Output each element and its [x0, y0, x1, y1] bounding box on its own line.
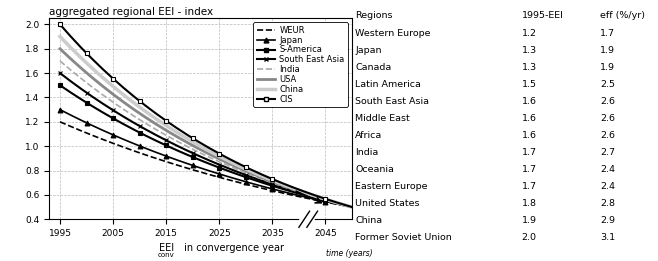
- Text: Oceania: Oceania: [355, 165, 394, 174]
- Text: 1.2: 1.2: [522, 28, 536, 38]
- Text: 3.1: 3.1: [600, 233, 615, 242]
- Text: India: India: [355, 148, 378, 157]
- Text: Western Europe: Western Europe: [355, 28, 430, 38]
- Text: 1.9: 1.9: [600, 63, 615, 72]
- Text: South East Asia: South East Asia: [355, 97, 429, 106]
- Text: 1.6: 1.6: [522, 114, 536, 123]
- Text: in convergence year: in convergence year: [181, 243, 284, 253]
- Text: 2.5: 2.5: [600, 80, 615, 89]
- Text: 1.9: 1.9: [522, 216, 536, 225]
- Text: 1.6: 1.6: [522, 97, 536, 106]
- Text: Former Soviet Union: Former Soviet Union: [355, 233, 452, 242]
- Text: 2.6: 2.6: [600, 97, 615, 106]
- Text: 2.6: 2.6: [600, 114, 615, 123]
- Text: Middle East: Middle East: [355, 114, 410, 123]
- Text: 1.5: 1.5: [522, 80, 536, 89]
- Text: 2.9: 2.9: [600, 216, 615, 225]
- Text: 1.3: 1.3: [522, 63, 537, 72]
- Legend: WEUR, Japan, S-America, South East Asia, India, USA, China, CIS: WEUR, Japan, S-America, South East Asia,…: [253, 22, 348, 107]
- Text: 1.3: 1.3: [522, 46, 537, 55]
- Text: 1.7: 1.7: [522, 148, 536, 157]
- Text: conv: conv: [158, 252, 174, 258]
- Text: 2.6: 2.6: [600, 131, 615, 140]
- Text: 1.7: 1.7: [600, 28, 615, 38]
- Text: Canada: Canada: [355, 63, 392, 72]
- Text: United States: United States: [355, 199, 420, 208]
- Text: Regions: Regions: [355, 11, 393, 20]
- Text: 1.8: 1.8: [522, 199, 536, 208]
- Text: time (years): time (years): [326, 250, 372, 258]
- Text: 2.4: 2.4: [600, 165, 615, 174]
- Text: 1.7: 1.7: [522, 165, 536, 174]
- Text: 2.7: 2.7: [600, 148, 615, 157]
- Text: eff (%/yr): eff (%/yr): [600, 11, 645, 20]
- Text: 2.8: 2.8: [600, 199, 615, 208]
- Text: aggregated regional EEI - index: aggregated regional EEI - index: [49, 8, 213, 17]
- Text: 1.6: 1.6: [522, 131, 536, 140]
- Text: 2.4: 2.4: [600, 182, 615, 191]
- Text: 1.9: 1.9: [600, 46, 615, 55]
- Text: China: China: [355, 216, 382, 225]
- Text: 1995-EEI: 1995-EEI: [522, 11, 563, 20]
- Text: EEI: EEI: [159, 243, 174, 253]
- Text: Africa: Africa: [355, 131, 382, 140]
- Text: Japan: Japan: [355, 46, 382, 55]
- Text: Latin America: Latin America: [355, 80, 421, 89]
- Text: Eastern Europe: Eastern Europe: [355, 182, 428, 191]
- Text: 2.0: 2.0: [522, 233, 536, 242]
- Text: 1.7: 1.7: [522, 182, 536, 191]
